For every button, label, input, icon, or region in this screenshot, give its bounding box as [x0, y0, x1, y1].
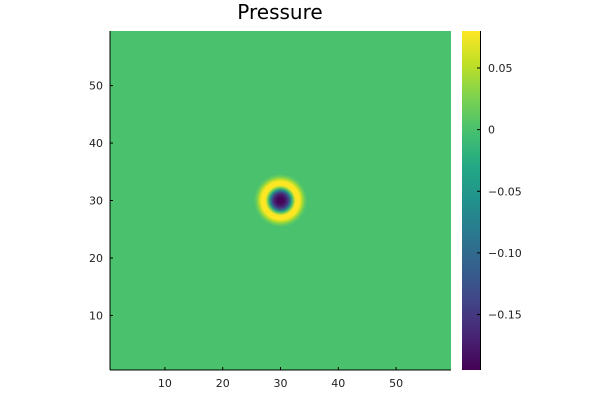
pressure-pulse — [253, 173, 308, 228]
plot-area — [110, 31, 451, 370]
colorbar-tick-label: −0.15 — [488, 309, 522, 322]
x-tick-label: 10 — [158, 377, 172, 390]
x-tick-label: 20 — [216, 377, 230, 390]
colorbar-strip — [462, 31, 480, 370]
y-tick-label: 50 — [89, 80, 103, 93]
colorbar: 0.05 0 −0.05 −0.10 −0.15 — [462, 31, 522, 370]
x-tick-label: 40 — [331, 377, 345, 390]
x-tick-label: 50 — [389, 377, 403, 390]
y-tick-label: 20 — [89, 252, 103, 265]
colorbar-ticks: 0.05 0 −0.05 −0.10 −0.15 — [477, 62, 522, 322]
colorbar-tick-label: −0.05 — [488, 185, 522, 198]
x-axis-ticks: 10 20 30 40 50 — [158, 367, 403, 390]
y-tick-label: 40 — [89, 137, 103, 150]
colorbar-tick-label: 0 — [488, 124, 495, 137]
axes: 10 20 30 40 50 10 20 30 40 50 — [89, 31, 451, 390]
y-tick-label: 30 — [89, 195, 103, 208]
colorbar-tick-label: −0.10 — [488, 247, 522, 260]
chart-title: Pressure — [237, 0, 322, 24]
x-tick-label: 30 — [274, 377, 288, 390]
colorbar-tick-label: 0.05 — [488, 62, 513, 75]
y-axis-ticks: 10 20 30 40 50 — [89, 80, 113, 322]
y-tick-label: 10 — [89, 309, 103, 322]
